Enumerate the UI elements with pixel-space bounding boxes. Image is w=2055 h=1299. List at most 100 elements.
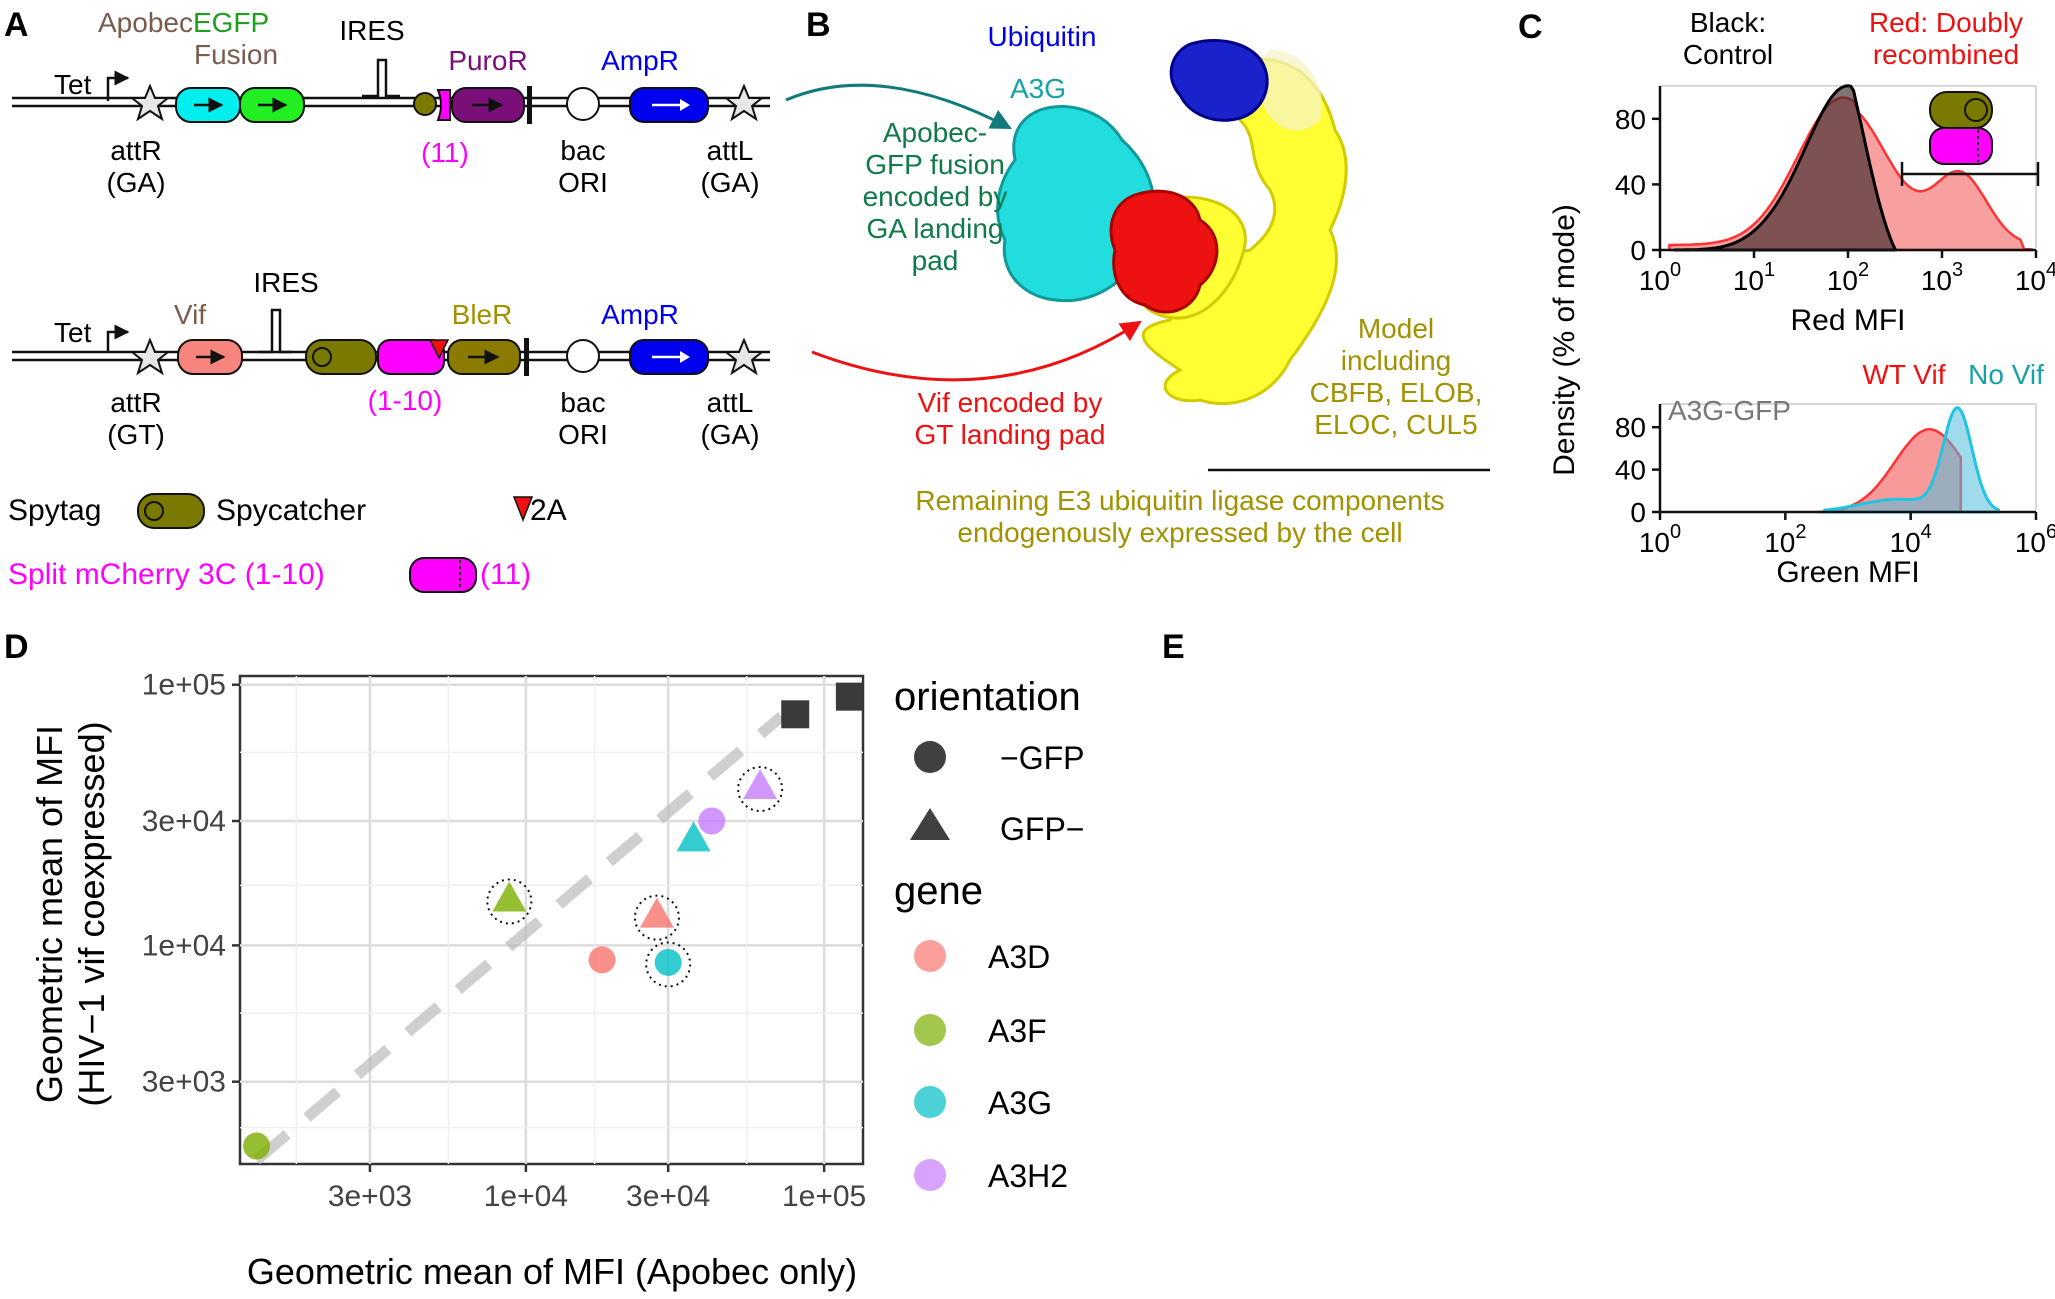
top-y-tick-label: 0: [1630, 235, 1646, 266]
x-tick-label: 3e+03: [328, 1180, 412, 1213]
panel-d-label: D: [4, 628, 29, 666]
mcherry-inset-box: [1929, 127, 1993, 165]
attl-star-icon: [723, 83, 765, 122]
bac-ori-circle-2: [566, 339, 600, 373]
ori-label-2: ORI: [558, 419, 608, 450]
top-x-tick-label: 101: [1733, 259, 1775, 296]
bottom-x-tick-label: 102: [1764, 521, 1806, 558]
scatter-ticks: 3e+03 1e+04 3e+04 1e+05 3e+03 1e+04 3e+04 1e+05: [142, 669, 867, 1213]
point-a3d-triangle: [639, 897, 674, 928]
ubiquitin-surface: [1169, 38, 1269, 122]
vif-label: Vif: [174, 299, 206, 330]
tet-promoter-arrow-icon: [106, 70, 130, 101]
ampr-arrow-head-icon-2: [680, 351, 690, 363]
legend-gene-a3g: A3G: [988, 1085, 1052, 1121]
x-tick-label: 1e+05: [782, 1180, 866, 1213]
top-x-tick-exponent: 3: [1952, 259, 1963, 281]
attr-label: attR: [110, 135, 161, 166]
e3-ligase-faded-surface: [1258, 50, 1322, 131]
vif-caption-1: Vif encoded by: [918, 387, 1103, 418]
wt-vif-label: WT Vif: [1863, 359, 1946, 390]
2a-legend-icon: [512, 496, 534, 523]
model-caption-1: Model: [1358, 313, 1434, 344]
bottom-xlabel: Green MFI: [1776, 556, 1919, 589]
attl-site-ga: (GA): [700, 167, 759, 198]
spy-legend-box: [137, 493, 205, 529]
model-caption-4: ELOC, CUL5: [1314, 409, 1477, 440]
tet-promoter-arrow-icon-2: [106, 324, 130, 353]
a3g-gfp-label: A3G-GFP: [1668, 395, 1791, 426]
spycatcher-box: [305, 339, 377, 375]
spycatcher-ring: [312, 347, 332, 367]
top-x-tick-label: 100: [1639, 259, 1681, 296]
bottom-y-tick-label: 0: [1630, 497, 1646, 528]
top-y-tick-label: 80: [1615, 104, 1646, 135]
panel-a-legend: Spytag Spycatcher 2A Split mCherry 3C (1…: [8, 493, 567, 593]
panel-d: D 3e+03 1e+04 3e+04 1e+05 3e+03 1e+04 3e+04 1e+…: [4, 628, 1084, 1292]
spytag-dot: [413, 92, 437, 116]
ampr-label-2: AmpR: [601, 299, 679, 330]
fusion-label: Fusion: [194, 39, 278, 70]
spytag-label: Spytag: [8, 494, 101, 527]
top-x-tick-exponent: 2: [1858, 259, 1869, 281]
top-x-tick-label: 102: [1827, 259, 1869, 296]
bottom-x-tick-label: 100: [1639, 521, 1681, 558]
black-control-1: Black:: [1690, 7, 1766, 38]
point-highlight-ring: [486, 878, 533, 925]
panel-b-label: B: [806, 6, 831, 44]
vif-caption-2: GT landing pad: [915, 419, 1106, 450]
mcherry11-piece: [436, 89, 451, 121]
point-a3g-circle: [654, 948, 682, 976]
ampr-arrow-head-icon: [680, 99, 690, 111]
panel-c-label: C: [1518, 8, 1543, 46]
attl-star-icon-2: [723, 337, 765, 376]
control-distribution: [1674, 84, 1897, 252]
spycatcher-label: Spycatcher: [216, 494, 366, 527]
apobec-label: ApobecEGFP: [98, 7, 269, 38]
split-mcherry-label: Split mCherry 3C (1-10): [8, 558, 325, 591]
x-tick-label: 3e+04: [626, 1180, 710, 1213]
mcherry-1-10-label: (1-10): [368, 385, 443, 416]
panel-a: A ApobecEGFP Fusion Tet IRES PuroR (11): [4, 6, 770, 593]
top-x-tick-exponent: 1: [1764, 259, 1775, 281]
apobec-caption-2: GFP fusion: [865, 149, 1005, 180]
model-caption-2: including: [1341, 345, 1452, 376]
terminator-bar: [527, 86, 532, 124]
split-mcherry-11-label: (11): [480, 558, 531, 591]
attl-label: attL: [707, 135, 754, 166]
y-tick-label: 1e+04: [142, 929, 226, 962]
tet-label: Tet: [54, 69, 92, 100]
legend-gene-a3h2: A3H2: [988, 1158, 1068, 1194]
scatter-grid: [240, 676, 863, 1164]
spycatcher-inset-box: [1929, 91, 1993, 129]
spy-legend-ring: [144, 501, 164, 521]
legend-a3h2-swatch: [914, 1159, 946, 1191]
top-xlabel: Red MFI: [1790, 304, 1905, 337]
vif-arrow: [811, 320, 1142, 382]
ori-label: ORI: [558, 167, 608, 198]
a3g-arrow: [785, 83, 1012, 130]
protein-structure: [996, 38, 1348, 406]
remaining-caption-1: Remaining E3 ubiquitin ligase components: [915, 485, 1444, 516]
top-y-tick-label: 40: [1615, 169, 1646, 200]
x-tick-label: 1e+04: [484, 1180, 568, 1213]
remaining-caption-2: endogenously expressed by the cell: [957, 517, 1402, 548]
apobec-caption-3: encoded by: [863, 181, 1008, 212]
tet-label-2: Tet: [54, 317, 92, 348]
point-a3h2-triangle: [743, 769, 778, 800]
panel-a-label: A: [4, 6, 29, 44]
bottom-x-tick-exponent: 0: [1670, 521, 1681, 543]
top-x-tick-label: 103: [1921, 259, 1963, 296]
bottom-x-tick-exponent: 4: [1921, 521, 1932, 543]
point-a3g-triangle: [676, 821, 711, 852]
attr-star-icon-2: [129, 337, 171, 376]
legend-circle-icon: [914, 741, 946, 773]
model-caption-3: CBFB, ELOB,: [1310, 377, 1483, 408]
no-vif-label: No Vif: [1968, 359, 2044, 390]
y-tick-label: 3e+04: [142, 805, 226, 838]
bac-label: bac: [560, 135, 605, 166]
legend-orientation-title: orientation: [894, 675, 1081, 719]
